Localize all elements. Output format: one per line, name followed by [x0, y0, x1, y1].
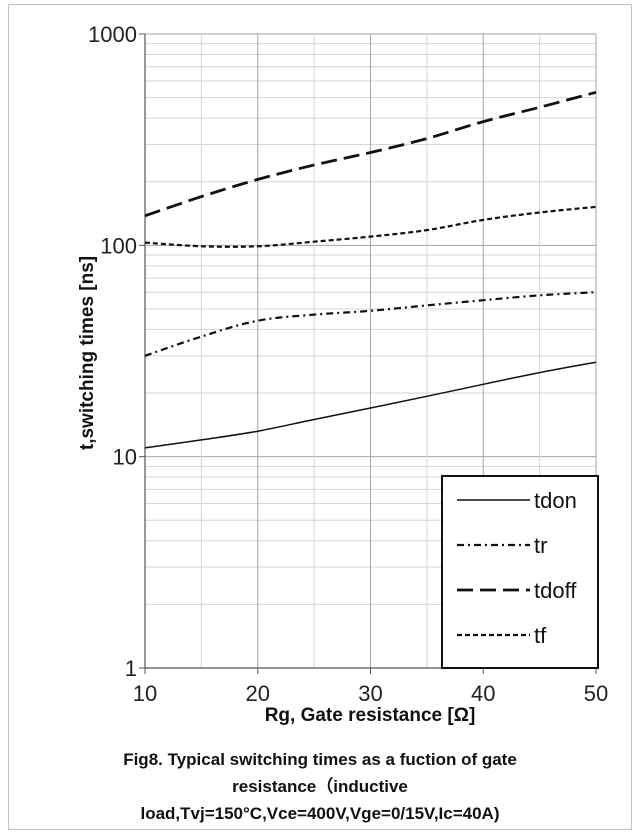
- y-tick-label: 100: [100, 233, 137, 258]
- series-lines: [144, 90, 597, 449]
- series-line-tdon: [144, 361, 597, 449]
- legend-label-tr: tr: [534, 533, 547, 558]
- legend-label-tf: tf: [534, 623, 547, 648]
- y-axis-title: t,switching times [ns]: [77, 256, 98, 450]
- series-line-tdoff: [144, 90, 597, 218]
- legend-label-tdoff: tdoff: [534, 578, 577, 603]
- caption-line-1: Fig8. Typical switching times as a fucti…: [123, 750, 517, 769]
- figure-caption: Fig8. Typical switching times as a fucti…: [8, 746, 632, 827]
- y-tick-label: 1000: [88, 22, 137, 47]
- caption-line-2: resistance（inductive: [232, 777, 408, 796]
- legend-label-tdon: tdon: [534, 488, 577, 513]
- x-axis-title: Rg, Gate resistance [Ω]: [265, 705, 476, 726]
- caption-line-3: load,Tvj=150°C,Vce=400V,Vge=0/15V,Ic=40A…: [140, 804, 500, 823]
- x-tick-label: 50: [584, 681, 608, 706]
- x-tick-label: 20: [246, 681, 270, 706]
- legend: tdon tr tdoff tf: [441, 475, 599, 669]
- y-tick-label: 10: [113, 445, 137, 470]
- x-tick-label: 40: [471, 681, 495, 706]
- chart-frame: [8, 4, 632, 830]
- series-line-tf: [144, 205, 597, 248]
- y-tick-label: 1: [125, 656, 137, 681]
- x-tick-label: 10: [133, 681, 157, 706]
- x-tick-label: 30: [358, 681, 382, 706]
